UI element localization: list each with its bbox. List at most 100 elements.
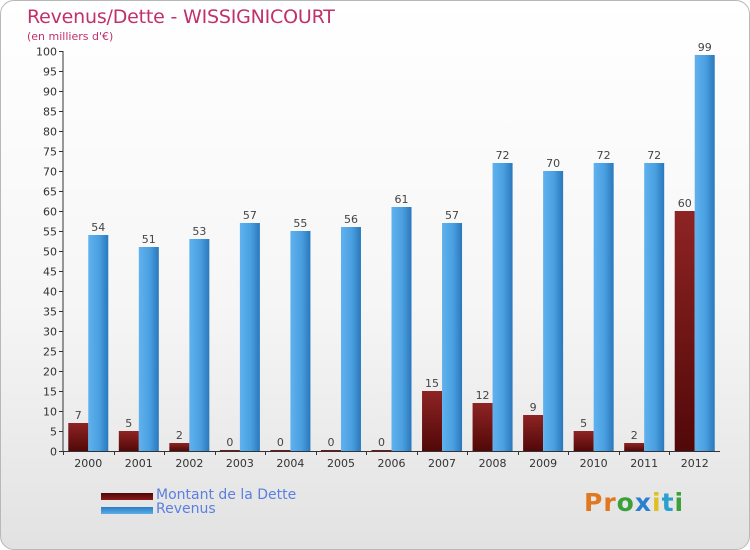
- bar-debt: [573, 431, 594, 451]
- y-tick-label: 5: [50, 426, 57, 439]
- y-tick-label: 15: [43, 386, 57, 399]
- data-label-debt: 9: [530, 401, 537, 414]
- data-label-debt: 0: [327, 436, 334, 449]
- y-tick-label: 90: [43, 86, 57, 99]
- data-label-revenue: 70: [546, 157, 560, 170]
- bar-debt: [674, 211, 695, 451]
- y-tick-label: 60: [43, 206, 57, 219]
- bar-revenue: [694, 55, 715, 451]
- data-label-revenue: 54: [91, 221, 105, 234]
- bar-debt: [118, 431, 139, 451]
- legend-swatch-revenue: [101, 507, 153, 514]
- bar-debt: [219, 450, 240, 451]
- bar-revenue: [543, 171, 564, 451]
- bar-debt: [624, 443, 645, 451]
- bar-debt: [169, 443, 190, 451]
- data-label-debt: 15: [425, 377, 439, 390]
- proxiti-logo: Proxiti: [584, 488, 684, 517]
- y-tick-label: 70: [43, 166, 57, 179]
- data-label-debt: 7: [75, 409, 82, 422]
- data-label-revenue: 99: [698, 41, 712, 54]
- bar-debt: [320, 450, 341, 451]
- data-label-revenue: 72: [647, 149, 661, 162]
- logo-letter: r: [603, 488, 617, 517]
- y-tick-label: 75: [43, 146, 57, 159]
- bar-debt: [270, 450, 291, 451]
- bar-revenue: [290, 231, 311, 451]
- legend-swatch-debt: [101, 493, 153, 500]
- logo-letter: i: [652, 488, 662, 517]
- x-tick-label: 2011: [630, 457, 658, 470]
- bar-revenue: [340, 227, 361, 451]
- bar-debt: [68, 423, 89, 451]
- y-tick-label: 20: [43, 366, 57, 379]
- x-tick-label: 2001: [125, 457, 153, 470]
- y-tick-label: 30: [43, 326, 57, 339]
- data-label-debt: 2: [176, 429, 183, 442]
- logo-letter: x: [634, 488, 652, 517]
- x-tick-label: 2005: [327, 457, 355, 470]
- data-label-debt: 5: [125, 417, 132, 430]
- data-label-revenue: 72: [597, 149, 611, 162]
- bar-revenue: [391, 207, 412, 451]
- bar-debt: [371, 450, 392, 451]
- bar-revenue: [189, 239, 210, 451]
- bar-revenue: [442, 223, 463, 451]
- data-label-debt: 0: [226, 436, 233, 449]
- data-label-debt: 60: [678, 197, 692, 210]
- x-tick-label: 2002: [175, 457, 203, 470]
- y-tick-label: 35: [43, 306, 57, 319]
- x-tick-label: 2007: [428, 457, 456, 470]
- data-label-revenue: 57: [445, 209, 459, 222]
- data-label-debt: 0: [277, 436, 284, 449]
- x-tick-label: 2010: [580, 457, 608, 470]
- bar-debt: [472, 403, 493, 451]
- x-tick-label: 2006: [378, 457, 406, 470]
- legend-label-revenue: Revenus: [156, 501, 216, 517]
- bar-revenue: [239, 223, 260, 451]
- logo-letter: i: [674, 488, 685, 517]
- data-label-debt: 12: [476, 389, 490, 402]
- data-label-debt: 2: [631, 429, 638, 442]
- chart-subtitle: (en milliers d'€): [27, 30, 114, 43]
- y-tick-label: 65: [43, 186, 57, 199]
- x-tick-label: 2003: [226, 457, 254, 470]
- bar-revenue: [644, 163, 665, 451]
- bar-debt: [422, 391, 443, 451]
- data-label-revenue: 55: [293, 217, 307, 230]
- y-tick-label: 0: [50, 446, 57, 459]
- y-tick-label: 85: [43, 106, 57, 119]
- data-label-revenue: 57: [243, 209, 257, 222]
- y-tick-label: 80: [43, 126, 57, 139]
- y-tick-label: 55: [43, 226, 57, 239]
- x-tick-label: 2000: [74, 457, 102, 470]
- x-tick-label: 2009: [529, 457, 557, 470]
- y-tick-label: 50: [43, 246, 57, 259]
- data-label-debt: 5: [580, 417, 587, 430]
- logo-letter: t: [661, 488, 675, 517]
- x-tick-label: 2008: [479, 457, 507, 470]
- y-tick-label: 100: [36, 46, 57, 59]
- logo-letter: o: [616, 488, 635, 517]
- data-label-revenue: 51: [142, 233, 156, 246]
- chart-title: Revenus/Dette - WISSIGNICOURT: [27, 6, 335, 28]
- y-tick-label: 10: [43, 406, 57, 419]
- bar-debt: [523, 415, 544, 451]
- y-tick-label: 25: [43, 346, 57, 359]
- data-label-debt: 0: [378, 436, 385, 449]
- bar-revenue: [138, 247, 159, 451]
- bar-revenue: [88, 235, 109, 451]
- y-tick-label: 45: [43, 266, 57, 279]
- data-label-revenue: 56: [344, 213, 358, 226]
- bar-revenue: [492, 163, 513, 451]
- data-label-revenue: 61: [395, 193, 409, 206]
- x-tick-label: 2012: [681, 457, 709, 470]
- logo-letter: P: [584, 488, 604, 517]
- bar-revenue: [593, 163, 614, 451]
- y-tick-label: 40: [43, 286, 57, 299]
- data-label-revenue: 53: [192, 225, 206, 238]
- x-tick-label: 2004: [276, 457, 304, 470]
- y-tick-label: 95: [43, 66, 57, 79]
